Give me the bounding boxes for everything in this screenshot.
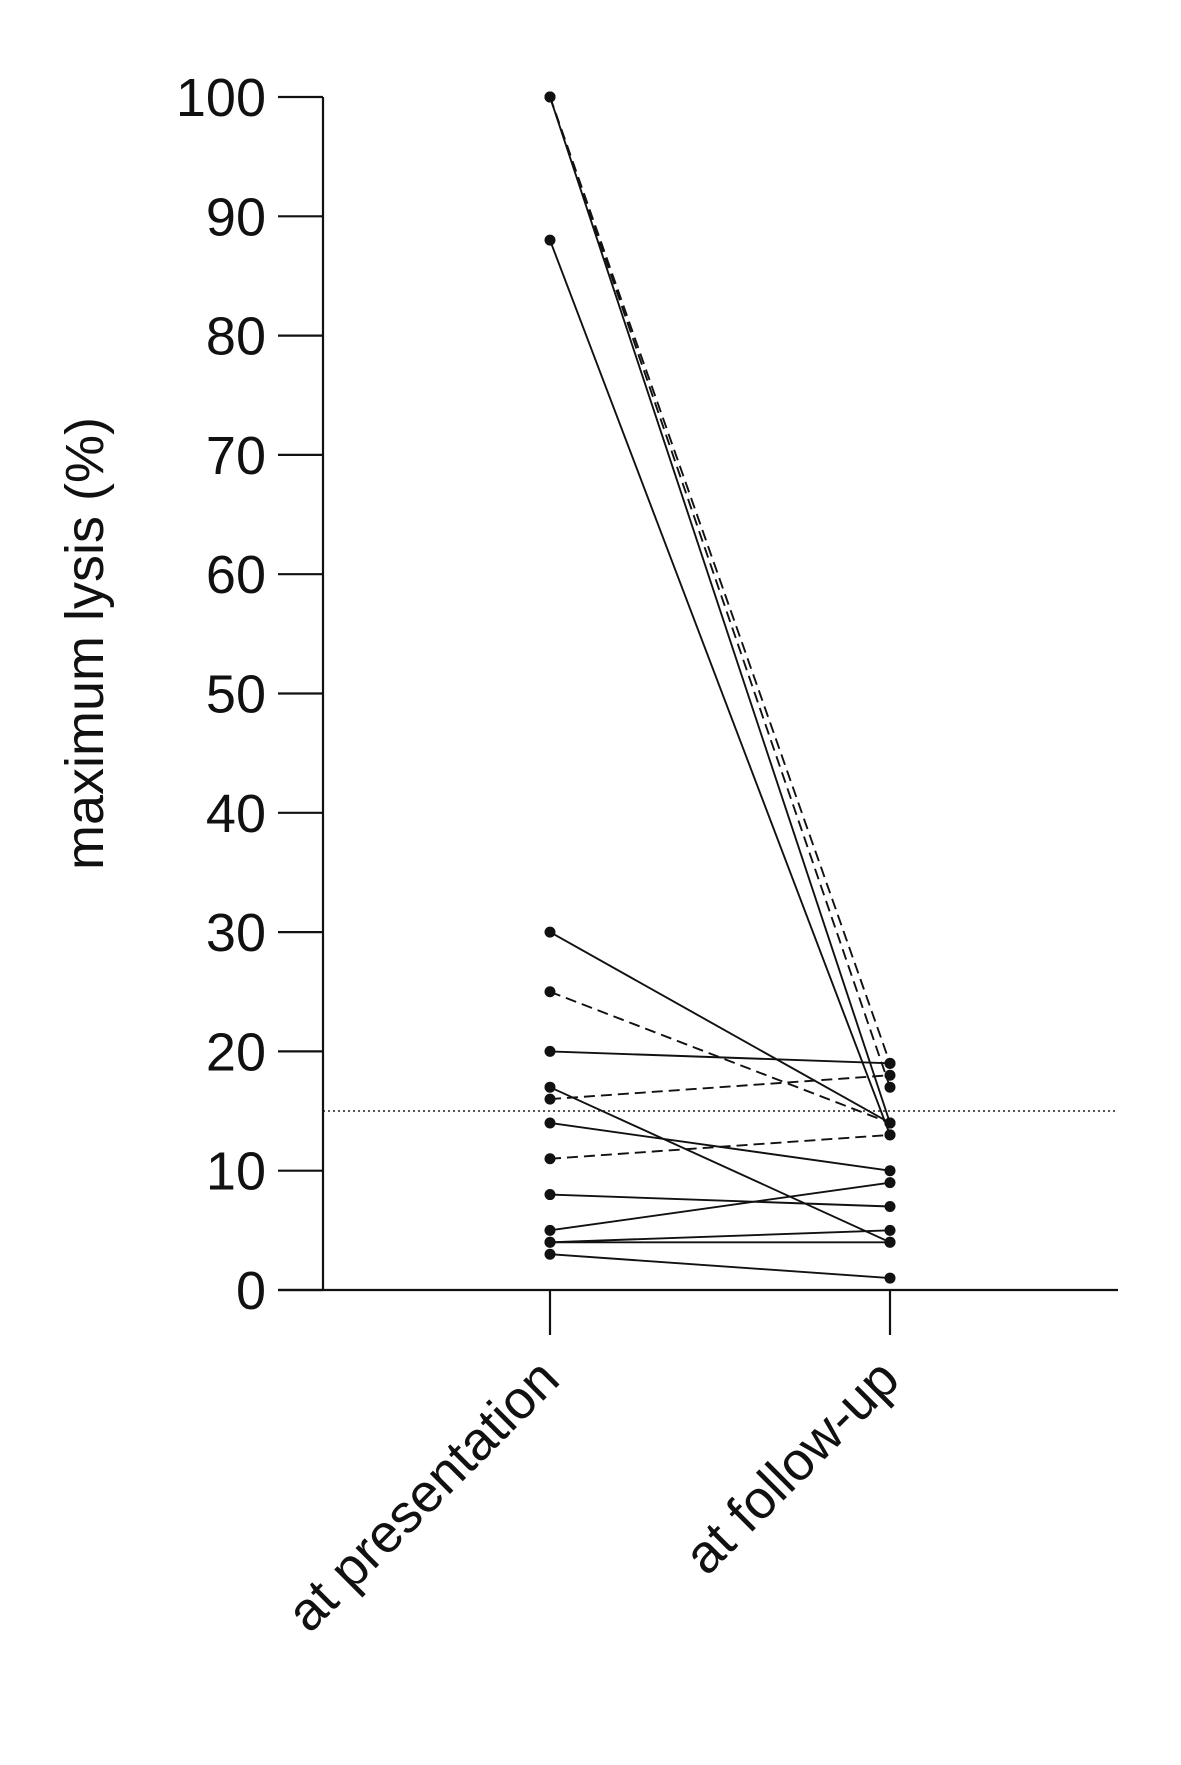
patient-series-line <box>549 1050 891 1065</box>
data-point <box>884 1200 896 1212</box>
data-point <box>544 1093 556 1105</box>
y-tick-label: 80 <box>206 307 266 367</box>
series-layer <box>549 96 891 1280</box>
y-tick-label: 100 <box>176 68 266 128</box>
patient-series-line <box>549 239 891 1136</box>
y-tick-label: 50 <box>206 665 266 725</box>
data-point <box>544 91 556 103</box>
data-point <box>544 926 556 938</box>
y-tick-label: 20 <box>206 1022 266 1082</box>
axes <box>278 95 1118 1335</box>
patient-series-line <box>549 1086 891 1244</box>
patient-series-line <box>549 1253 891 1280</box>
data-point <box>884 1224 896 1236</box>
patient-series-line <box>549 931 891 1124</box>
data-point <box>544 1153 556 1165</box>
data-point <box>884 1236 896 1248</box>
patient-series-line <box>549 1133 891 1160</box>
data-point <box>544 234 556 246</box>
y-tick-label: 40 <box>206 784 266 844</box>
data-point <box>884 1117 896 1129</box>
data-point <box>884 1177 896 1189</box>
data-point <box>544 1045 556 1057</box>
patient-series-line <box>549 990 891 1124</box>
points-layer <box>544 91 896 1284</box>
data-point <box>544 1117 556 1129</box>
y-tick-label: 30 <box>206 903 266 963</box>
data-point <box>884 1129 896 1141</box>
patient-series-line <box>549 96 891 1124</box>
x-category-label: at presentation <box>275 1348 570 1643</box>
data-point <box>884 1057 896 1069</box>
labels-layer: 0 10 20 30 40 50 60 70 80 90 100 maximum lysis (%) a… <box>55 68 910 1643</box>
y-tick-label: 70 <box>206 426 266 486</box>
y-tick-label: 0 <box>236 1261 266 1321</box>
data-point <box>544 1081 556 1093</box>
patient-series-line <box>549 1181 891 1232</box>
data-point <box>544 1248 556 1260</box>
data-point <box>544 1189 556 1201</box>
y-tick-label: 90 <box>206 187 266 247</box>
data-point <box>544 1236 556 1248</box>
patient-series-line <box>549 1193 891 1208</box>
patient-series-line <box>549 96 891 1064</box>
data-point <box>884 1081 896 1093</box>
y-tick-label: 60 <box>206 545 266 605</box>
patient-series-line <box>549 1229 891 1244</box>
data-point <box>544 986 556 998</box>
data-point <box>544 1224 556 1236</box>
y-tick-label: 10 <box>206 1142 266 1202</box>
patient-series-line <box>549 1074 891 1101</box>
data-point <box>884 1165 896 1177</box>
patient-series-line <box>549 96 891 1088</box>
data-point <box>884 1272 896 1284</box>
y-axis-title: maximum lysis (%) <box>55 417 115 870</box>
data-point <box>884 1069 896 1081</box>
x-category-label: at follow-up <box>673 1348 911 1586</box>
